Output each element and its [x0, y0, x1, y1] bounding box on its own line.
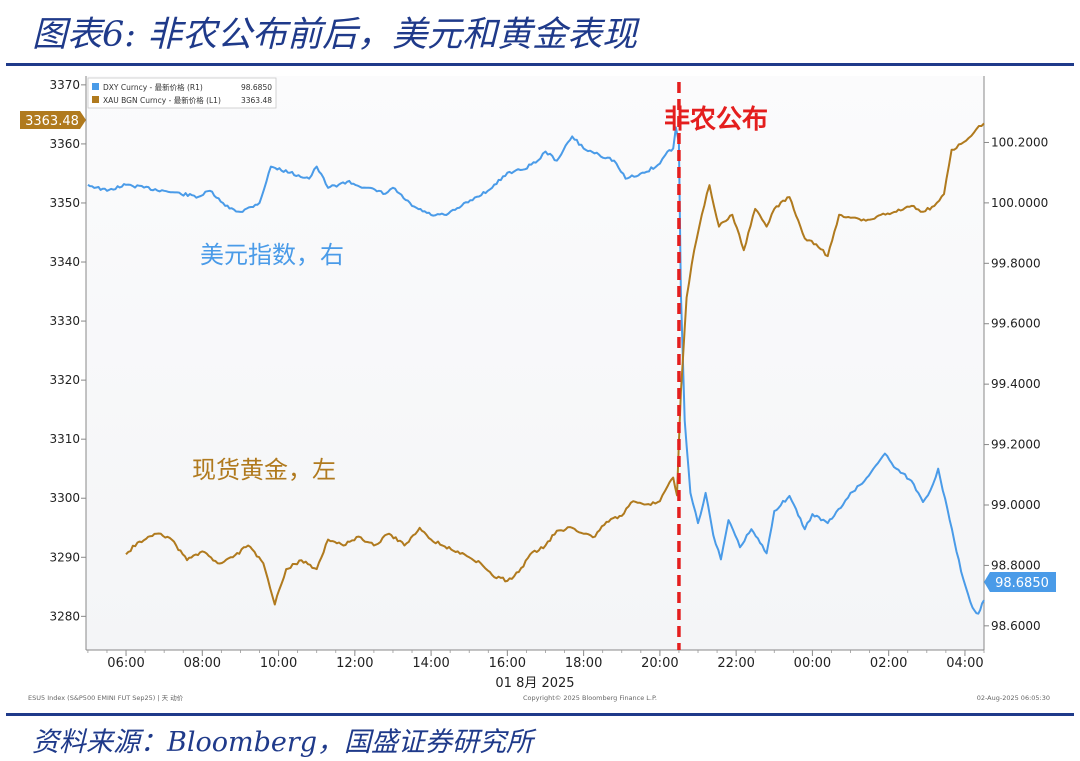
title-rule	[6, 63, 1074, 66]
y-right-tick-label: 99.6000	[991, 317, 1041, 331]
legend-label-gold: XAU BGN Curncy - 最新价格 (L1)	[103, 95, 221, 105]
y-right-tick-label: 99.4000	[991, 377, 1041, 391]
source-note: 资料来源：Bloomberg，国盛证券研究所	[32, 727, 534, 758]
y-right-tick-label: 98.8000	[991, 558, 1041, 572]
event-annotation: 非农公布	[664, 105, 768, 135]
y-left-tick-label: 3320	[49, 373, 80, 387]
footer-left: ESU5 Index (S&P500 EMINI FUT Sep25) | 天 …	[28, 694, 184, 702]
right-axis-ticks: 100.2000 100.0000 99.8000 99.6000 99.4000 99.…	[984, 135, 1048, 633]
x-tick-label: 12:00	[336, 656, 373, 671]
series-line-gold	[125, 122, 985, 606]
x-axis-ticks: 06:00 08:00 10:00 12:00 14:00 16:00 18:00 20:00…	[87, 650, 985, 671]
y-right-tick-label: 99.2000	[991, 438, 1041, 452]
last-value-gold: 3363.48	[20, 111, 86, 129]
y-left-tick-label: 3310	[49, 432, 80, 446]
figure-title: 图表6: 非农公布前后，美元和黄金表现	[32, 15, 638, 55]
x-tick-label: 04:00	[946, 656, 983, 671]
x-tick-label: 00:00	[794, 656, 831, 671]
dxy-annotation: 美元指数，右	[200, 241, 344, 269]
gold-annotation: 现货黄金，左	[192, 456, 336, 484]
y-right-tick-label: 98.6000	[991, 619, 1041, 633]
series-lines	[87, 122, 985, 615]
y-left-tick-label: 3360	[49, 137, 80, 151]
x-tick-label: 10:00	[260, 656, 297, 671]
y-left-tick-label: 3330	[49, 314, 80, 328]
y-right-tick-label: 99.0000	[991, 498, 1041, 512]
x-tick-label: 02:00	[870, 656, 907, 671]
y-left-tick-label: 3280	[49, 609, 80, 623]
footer-right: 02-Aug-2025 06:05:30	[977, 694, 1050, 702]
legend-label-dxy: DXY Curncy - 最新价格 (R1)	[103, 82, 203, 92]
last-value-dxy: 98.6850	[984, 572, 1056, 592]
x-tick-label: 08:00	[184, 656, 221, 671]
y-left-tick-label: 3350	[49, 196, 80, 210]
y-left-tick-label: 3370	[49, 78, 80, 92]
last-value-gold-text: 3363.48	[25, 114, 79, 129]
y-right-tick-label: 100.2000	[991, 135, 1048, 149]
legend-swatch-dxy	[92, 83, 99, 90]
legend-swatch-gold	[92, 96, 99, 103]
legend-value-dxy: 98.6850	[241, 83, 272, 92]
y-right-tick-label: 100.0000	[991, 196, 1048, 210]
x-tick-label: 20:00	[641, 656, 678, 671]
legend-box: DXY Curncy - 最新价格 (R1) 98.6850 XAU BGN C…	[87, 77, 277, 109]
y-left-tick-label: 3290	[49, 550, 80, 564]
legend-value-gold: 3363.48	[241, 96, 272, 105]
last-value-dxy-text: 98.6850	[995, 576, 1049, 591]
left-axis-ticks: 3370 3360 3350 3340 3330 3320 3310 3300 3290 3280	[49, 78, 86, 623]
series-line-dxy	[87, 126, 985, 615]
x-tick-label: 18:00	[565, 656, 602, 671]
source-rule	[6, 713, 1074, 716]
x-tick-label: 16:00	[489, 656, 526, 671]
y-left-tick-label: 3300	[49, 491, 80, 505]
y-left-tick-label: 3340	[49, 255, 80, 269]
x-tick-label: 06:00	[107, 656, 144, 671]
x-tick-label: 22:00	[717, 656, 754, 671]
y-right-tick-label: 99.8000	[991, 256, 1041, 270]
x-tick-label: 14:00	[412, 656, 449, 671]
footer-center: Copyright© 2025 Bloomberg Finance L.P.	[523, 694, 657, 702]
x-axis-date-label: 01 8月 2025	[495, 676, 574, 691]
